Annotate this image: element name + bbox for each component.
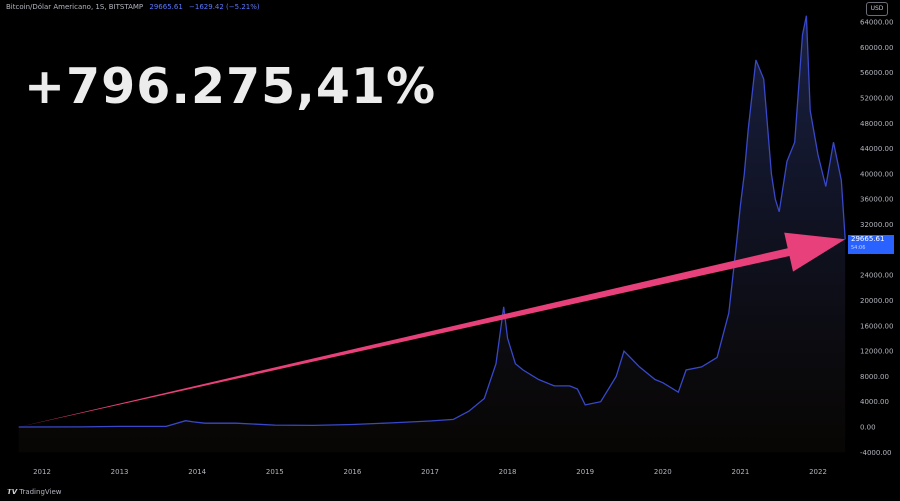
x-tick-label: 2013: [111, 468, 129, 476]
price-area: [18, 15, 846, 453]
tradingview-logo-text: TradingView: [19, 488, 62, 496]
y-tick-label: 20000.00: [860, 297, 893, 305]
x-tick-label: 2018: [499, 468, 517, 476]
y-tick-label: -4000.00: [860, 449, 891, 457]
y-tick-label: 4000.00: [860, 398, 889, 406]
price-line: [18, 15, 846, 428]
x-tick-label: 2012: [33, 468, 51, 476]
y-tick-label: 40000.00: [860, 170, 893, 178]
y-tick-label: 16000.00: [860, 322, 893, 330]
y-tick-label: 0.00: [860, 424, 876, 432]
percent-gain-headline: +796.275,41%: [24, 58, 437, 115]
x-tick-label: 2020: [654, 468, 672, 476]
y-tick-label: 8000.00: [860, 373, 889, 381]
y-tick-label: 24000.00: [860, 272, 893, 280]
x-tick-label: 2021: [731, 468, 749, 476]
y-tick-label: 60000.00: [860, 44, 893, 52]
x-tick-label: 2014: [188, 468, 206, 476]
x-tick-label: 2019: [576, 468, 594, 476]
x-tick-label: 2015: [266, 468, 284, 476]
y-tick-label: 52000.00: [860, 94, 893, 102]
x-axis: 2012 2013 2014 2015 2016 2017 2018 2019 2020 2021…: [33, 468, 827, 476]
last-price-tag-countdown: 54:06: [851, 245, 866, 251]
last-price-tag-value: 29665.61: [851, 235, 885, 243]
chart-header: Bitcoin/Dólar Americano, 1S, BITSTAMP 29…: [6, 3, 260, 11]
last-price-tag: 29665.61 54:06: [848, 235, 894, 254]
currency-badge[interactable]: USD: [866, 2, 888, 16]
y-tick-label: 32000.00: [860, 221, 893, 229]
y-tick-label: 44000.00: [860, 145, 893, 153]
y-tick-label: 64000.00: [860, 19, 893, 27]
tradingview-icon: 𝙏𝙑: [7, 488, 18, 496]
x-tick-label: 2016: [343, 468, 361, 476]
x-tick-label: 2017: [421, 468, 439, 476]
y-tick-label: 48000.00: [860, 120, 893, 128]
y-tick-label: 36000.00: [860, 196, 893, 204]
last-price: 29665.61: [149, 3, 183, 11]
price-change: −1629.42 (−5.21%): [189, 3, 260, 11]
x-tick-label: 2022: [809, 468, 827, 476]
y-tick-label: 12000.00: [860, 348, 893, 356]
y-tick-label: 56000.00: [860, 69, 893, 77]
tradingview-logo[interactable]: 𝙏𝙑 TradingView: [7, 488, 62, 496]
symbol-label[interactable]: Bitcoin/Dólar Americano, 1S, BITSTAMP: [6, 3, 144, 11]
